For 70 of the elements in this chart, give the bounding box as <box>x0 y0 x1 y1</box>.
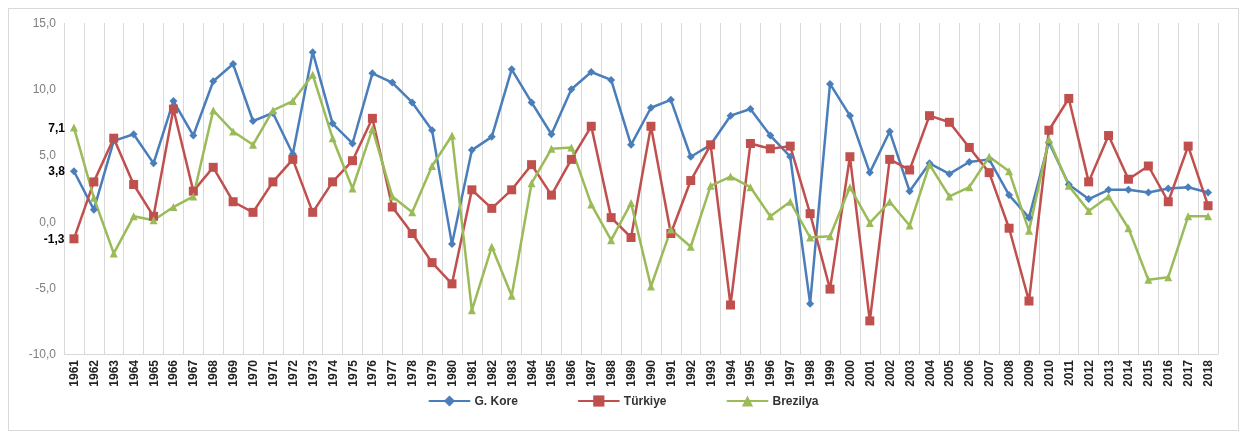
x-tick-label: 1963 <box>106 359 121 387</box>
x-tick-label: 2008 <box>1002 359 1017 387</box>
legend-label: Brezilya <box>772 394 819 408</box>
x-tick-label: 2016 <box>1161 359 1176 387</box>
x-tick-label: 2018 <box>1201 359 1216 387</box>
x-tick-label: 2017 <box>1181 359 1196 387</box>
legend-label: G. Kore <box>474 394 519 408</box>
x-tick-label: 1994 <box>723 359 738 387</box>
x-tick-label: 2014 <box>1121 359 1136 387</box>
y-tick-label: 10,0 <box>32 82 57 97</box>
data-label: 7,1 <box>48 120 66 135</box>
x-tick-label: 1987 <box>584 359 599 387</box>
x-tick-label: 2005 <box>942 359 957 387</box>
x-tick-label: 2013 <box>1101 359 1116 387</box>
y-tick-label: -5,0 <box>35 280 57 295</box>
x-tick-label: 1981 <box>464 359 479 387</box>
x-tick-label: 1965 <box>146 359 161 387</box>
x-tick-label: 1995 <box>743 359 758 387</box>
data-label: 3,8 <box>48 164 66 179</box>
x-tick-label: 2006 <box>962 359 977 387</box>
x-tick-label: 1997 <box>783 359 798 387</box>
x-tick-label: 2000 <box>842 359 857 387</box>
x-tick-label: 1985 <box>544 359 559 387</box>
y-tick-label: -10,0 <box>28 347 57 361</box>
x-tick-label: 1968 <box>206 359 221 387</box>
x-tick-label: 1991 <box>663 359 678 387</box>
x-tick-label: 1979 <box>425 359 440 387</box>
x-tick-label: 1972 <box>285 359 300 387</box>
x-tick-label: 1990 <box>643 359 658 387</box>
x-tick-label: 1967 <box>186 359 201 387</box>
x-tick-label: 1984 <box>524 359 539 387</box>
x-tick-label: 1989 <box>624 359 639 387</box>
y-tick-label: 0,0 <box>39 214 57 229</box>
x-tick-label: 1980 <box>444 359 459 387</box>
x-tick-label: 2015 <box>1141 359 1156 387</box>
x-tick-label: 2010 <box>1041 359 1056 387</box>
x-tick-label: 2012 <box>1081 359 1096 387</box>
x-tick-label: 1978 <box>405 359 420 387</box>
x-tick-label: 2003 <box>902 359 917 387</box>
data-label: -1,3 <box>43 231 65 246</box>
x-tick-label: 1969 <box>226 359 241 387</box>
x-tick-label: 1975 <box>345 359 360 387</box>
x-tick-label: 1982 <box>484 359 499 387</box>
x-tick-label: 1964 <box>126 359 141 387</box>
x-tick-label: 1966 <box>166 359 181 387</box>
x-tick-label: 1976 <box>365 359 380 387</box>
x-tick-label: 1983 <box>504 359 519 387</box>
x-tick-label: 2001 <box>862 359 877 387</box>
x-tick-label: 2004 <box>922 359 937 387</box>
x-tick-label: 1986 <box>564 359 579 387</box>
x-tick-label: 1992 <box>683 359 698 387</box>
x-tick-label: 1974 <box>325 359 340 387</box>
x-tick-label: 1961 <box>66 359 81 387</box>
x-tick-label: 1999 <box>823 359 838 387</box>
x-tick-label: 1988 <box>604 359 619 387</box>
x-tick-label: 1996 <box>763 359 778 387</box>
x-tick-label: 1970 <box>246 359 261 387</box>
x-tick-label: 2007 <box>982 359 997 387</box>
x-tick-label: 1977 <box>385 359 400 387</box>
x-tick-label: 1971 <box>265 359 280 387</box>
x-tick-label: 1993 <box>703 359 718 387</box>
y-tick-label: 5,0 <box>39 148 57 163</box>
x-tick-label: 1962 <box>86 359 101 387</box>
x-tick-label: 1973 <box>305 359 320 387</box>
x-tick-label: 2011 <box>1061 359 1076 387</box>
x-tick-label: 2009 <box>1021 359 1036 387</box>
x-tick-label: 2002 <box>882 359 897 387</box>
x-tick-label: 1998 <box>803 359 818 387</box>
legend-label: Türkiye <box>623 394 667 408</box>
y-tick-label: 15,0 <box>32 16 57 30</box>
